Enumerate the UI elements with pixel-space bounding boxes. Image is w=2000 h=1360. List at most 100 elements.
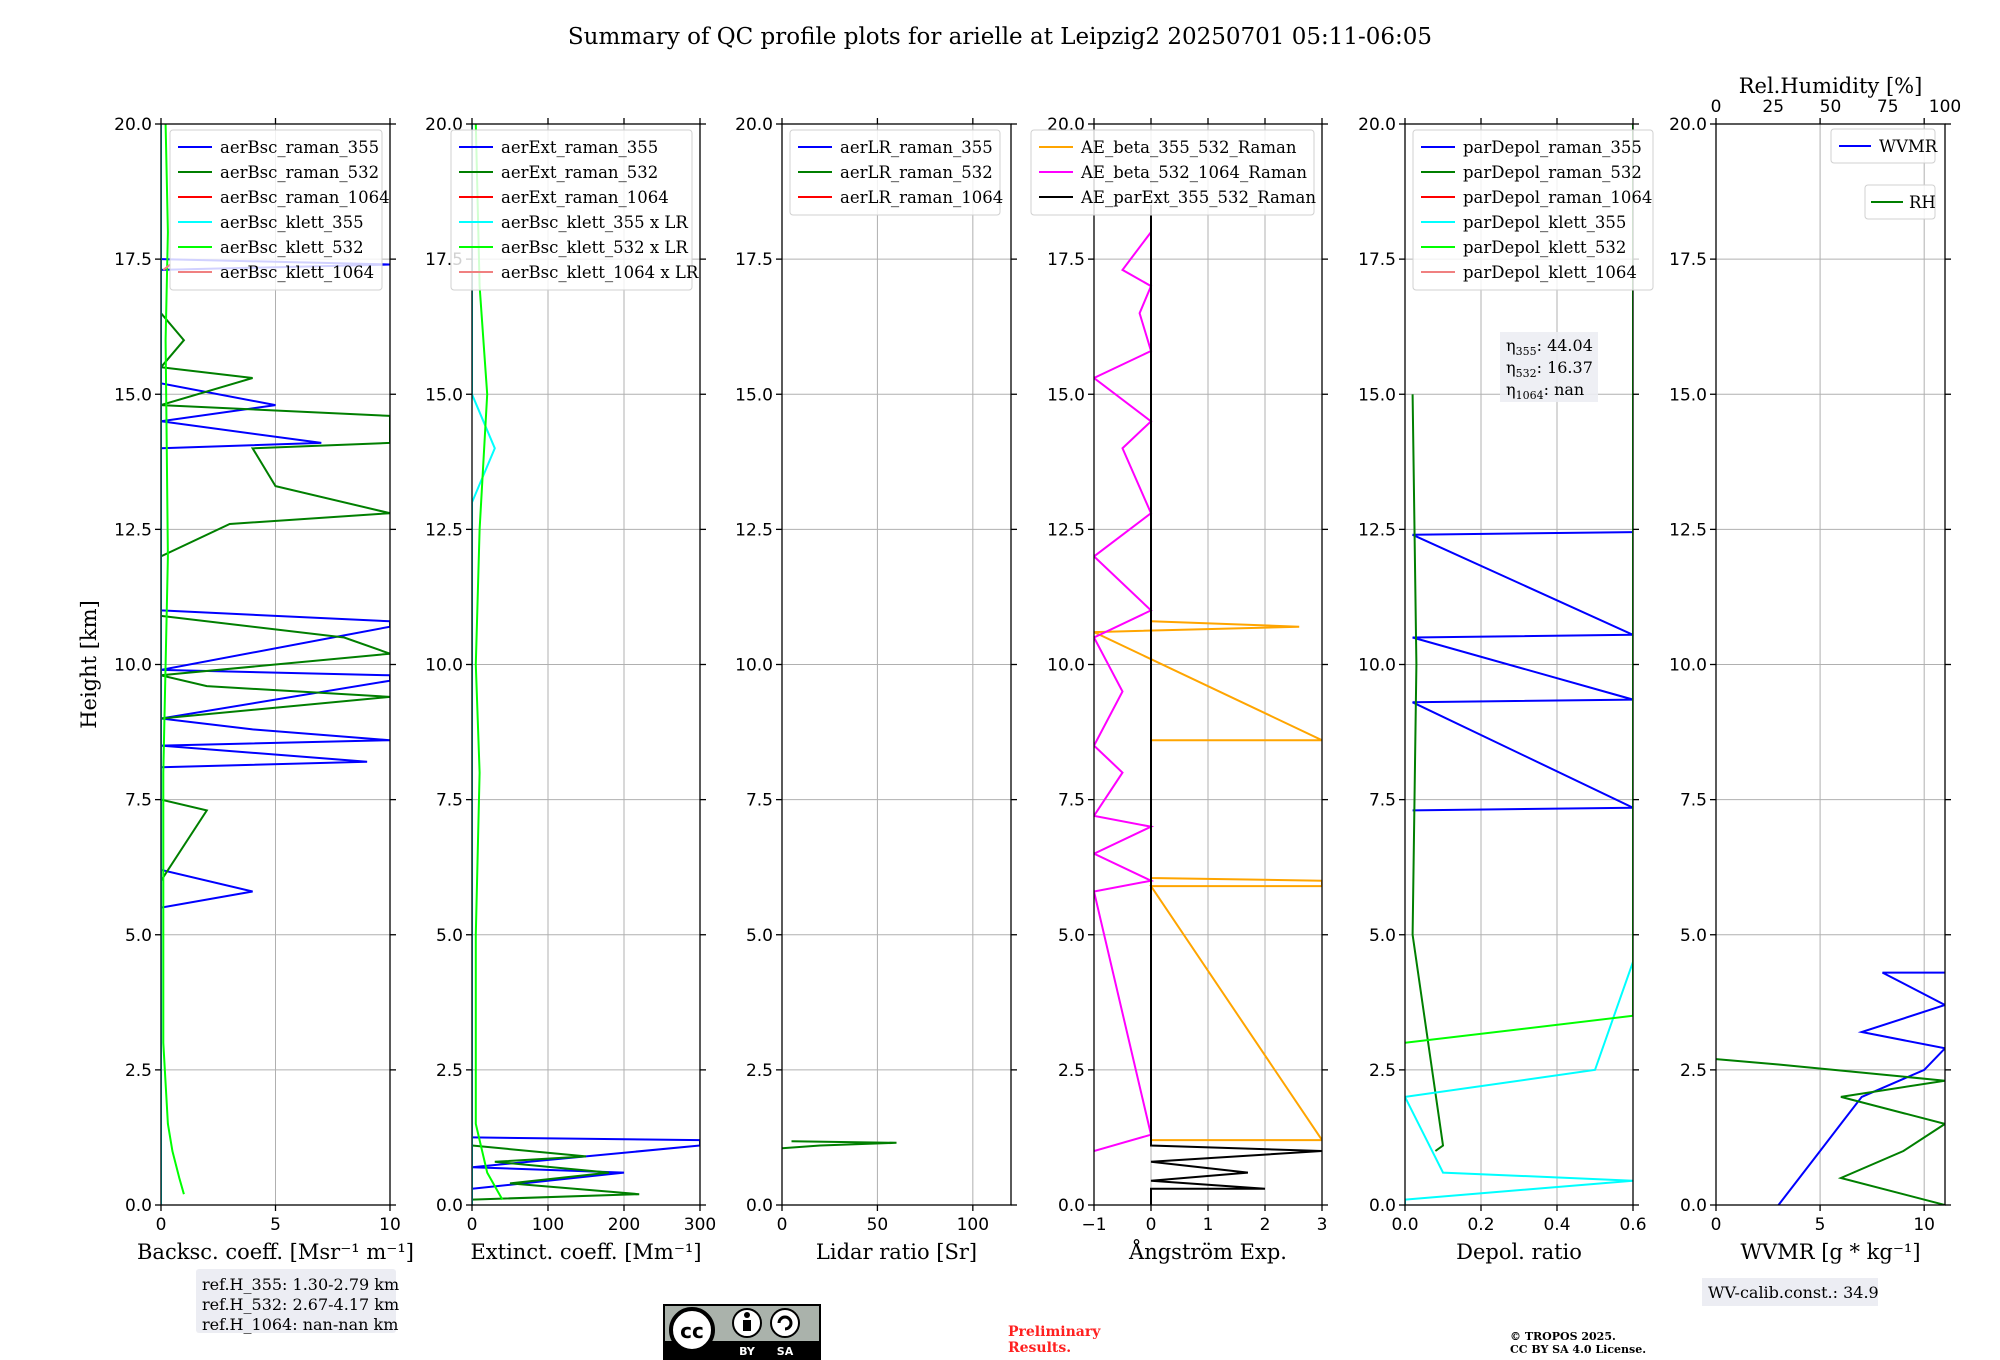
y-tick-label: 20.0 <box>735 115 773 135</box>
x-axis-label: Extinct. coeff. [Mm⁻¹] <box>470 1240 701 1264</box>
x-axis-label: Depol. ratio <box>1456 1240 1582 1264</box>
reference-height-box: ref.H_355: 1.30-2.79 km ref.H_532: 2.67-… <box>196 1269 399 1334</box>
x-axis-label: Lidar ratio [Sr] <box>816 1240 977 1264</box>
x-tick-label: 50 <box>867 1215 889 1235</box>
series-line-aerExt_raman_532 <box>472 1144 640 1201</box>
legend-label: aerBsc_raman_1064 <box>220 188 390 207</box>
x-axis-label: Ångström Exp. <box>1128 1239 1287 1264</box>
panel-6: 0.02.55.07.510.012.515.017.520.00 5 100 25 5… <box>1669 74 1961 1264</box>
legend-box <box>789 129 1001 216</box>
series-line-aerBsc_klett_532 <box>162 124 185 1195</box>
legend: parDepol_raman_355 parDepol_raman_532 parD… <box>1412 129 1654 291</box>
y-tick-label: 10.0 <box>1358 656 1396 676</box>
data-series <box>1716 971 1945 1205</box>
x-axis-label: Backsc. coeff. [Msr⁻¹ m⁻¹] <box>137 1240 414 1264</box>
y-tick-label: 15.0 <box>114 385 152 405</box>
y-tick-label: 17.5 <box>1669 250 1707 270</box>
cc-by-label: BY <box>739 1345 756 1358</box>
legend-label: parDepol_klett_532 <box>1463 238 1626 257</box>
y-tick-label: 20.0 <box>1669 115 1707 135</box>
panel-3: 0.0 2.5 5.0 7.5 10.0 12.5 15.0 17.5 20.0 0 50 100 Li… <box>735 115 1017 1264</box>
series-line-aerBsc_raman_532 <box>161 312 390 882</box>
x-tick-label: 0.4 <box>1543 1215 1570 1235</box>
series-line-aerLR_raman_532 <box>782 1140 897 1150</box>
data-series <box>161 124 390 1205</box>
legend-label: aerBsc_klett_1064 x LR <box>501 263 699 282</box>
legend-label: aerLR_raman_1064 <box>840 188 1003 207</box>
reference-height-box-bg <box>196 1269 396 1333</box>
panel-2: 0.02.55.07.510.012.515.017.520.00 100 200 3… <box>425 115 716 1264</box>
eta-box: η355: 44.04 η532: 16.37 η1064: nan <box>1500 332 1598 402</box>
legend-label: aerExt_raman_1064 <box>501 188 669 207</box>
y-tick-label: 17.5 <box>1358 250 1396 270</box>
x-tick-label: 0.0 <box>1391 1215 1418 1235</box>
y-tick-label: 17.5 <box>114 250 152 270</box>
x-tick-label: 0 <box>1146 1215 1157 1235</box>
wv-calib-box-bg <box>1702 1278 1878 1306</box>
x-axis-label: WVMR [g * kg⁻¹] <box>1740 1240 1920 1264</box>
panel-5: 0.0 2.5 5.0 7.5 10.0 12.5 15.0 17.5 20.0 0.0 0.2 0.… <box>1358 115 1654 1264</box>
cc-license-badge: cc BY SA <box>663 1304 821 1360</box>
legend-label: aerBsc_klett_355 x LR <box>501 213 688 232</box>
y-tick-label: 5.0 <box>125 926 152 946</box>
x-tick-label: 0.2 <box>1467 1215 1494 1235</box>
data-series <box>782 1140 897 1150</box>
y-tick-label: 10.0 <box>114 656 152 676</box>
y-tick-label: 17.5 <box>1047 250 1085 270</box>
y-tick-label: 7.5 <box>746 791 773 811</box>
series-line-AE_beta_532_1064_Raman <box>1094 231 1155 1152</box>
legend-label: AE_parExt_355_532_Raman <box>1080 188 1316 207</box>
legend-label: aerExt_raman_355 <box>501 138 658 157</box>
legend-label: parDepol_klett_1064 <box>1463 263 1637 282</box>
cc-icon-letters: cc <box>680 1319 704 1343</box>
y-tick-label: 10.0 <box>735 656 773 676</box>
x-tick-label: 3 <box>1317 1215 1328 1235</box>
y-tick-label: 20.0 <box>1358 115 1396 135</box>
legend-label: WVMR <box>1879 137 1938 156</box>
y-tick-label: 12.5 <box>1358 520 1396 540</box>
y-tick-label: 10.0 <box>1047 656 1085 676</box>
wv-calib-const: WV-calib.const.: 34.9 <box>1708 1283 1879 1302</box>
copyright-line2: CC BY SA 4.0 License. <box>1510 1343 1646 1356</box>
x-tick-label: 5 <box>270 1215 281 1235</box>
legend-box <box>1030 129 1315 216</box>
ref-h-1064: ref.H_1064: nan-nan km <box>202 1315 398 1334</box>
legend-label: parDepol_raman_1064 <box>1463 188 1652 207</box>
y-tick-label: 0.0 <box>746 1196 773 1216</box>
x-tick-label: 1 <box>1203 1215 1214 1235</box>
x-tick-label: 100 <box>957 1215 989 1235</box>
x-tick-label: 200 <box>608 1215 640 1235</box>
x-tick-label: 0.6 <box>1619 1215 1646 1235</box>
x-tick-label: 0 <box>156 1215 167 1235</box>
x-tick-label: 0 <box>1711 1215 1722 1235</box>
panel-1: 0.0 2.5 5.0 7.5 10.0 12.5 15.0 17.5 20.0 0 5 10 Back… <box>77 115 414 1264</box>
series-line-AE_parExt_355_532_Raman <box>1150 205 1322 1205</box>
y-tick-label: 2.5 <box>436 1061 463 1081</box>
cc-sa-label: SA <box>777 1345 794 1358</box>
grid <box>781 123 1011 1206</box>
y-tick-label: 10.0 <box>425 656 463 676</box>
legend-label: aerBsc_klett_1064 <box>220 263 374 282</box>
eta-355: η355: 44.04 <box>1506 336 1593 358</box>
y-tick-label: 5.0 <box>436 926 463 946</box>
y-tick-label: 0.0 <box>1058 1196 1085 1216</box>
series-line-aerBsc_klett_532 x LR <box>474 124 504 1201</box>
legend-label: parDepol_raman_355 <box>1463 138 1642 157</box>
y-tick-label: 2.5 <box>1369 1061 1396 1081</box>
legend-box <box>450 129 693 291</box>
y-tick-label: 12.5 <box>735 520 773 540</box>
eta-532: η532: 16.37 <box>1506 358 1593 380</box>
legend: aerExt_raman_355 aerExt_raman_532 aerExt_r… <box>450 129 699 291</box>
panel-4: 0.02.55.07.510.012.515.017.520.0−1 0 1 2 3Ån… <box>1030 115 1328 1264</box>
y-tick-label: 0.0 <box>1680 1196 1707 1216</box>
legend-label: aerBsc_klett_532 <box>220 238 364 257</box>
y-tick-label: 7.5 <box>436 791 463 811</box>
ref-h-355: ref.H_355: 1.30-2.79 km <box>202 1275 399 1294</box>
series-line-aerBsc_raman_355 <box>161 258 390 909</box>
series-line-parDepol_klett_355 <box>1405 242 1633 1205</box>
panels: 0.02.55.07.510.012.515.017.520.00 5 10Back… <box>77 74 1961 1264</box>
y-tick-label: 2.5 <box>746 1061 773 1081</box>
series-line-RH <box>1716 1058 1945 1205</box>
legend-label: parDepol_klett_355 <box>1463 213 1626 232</box>
